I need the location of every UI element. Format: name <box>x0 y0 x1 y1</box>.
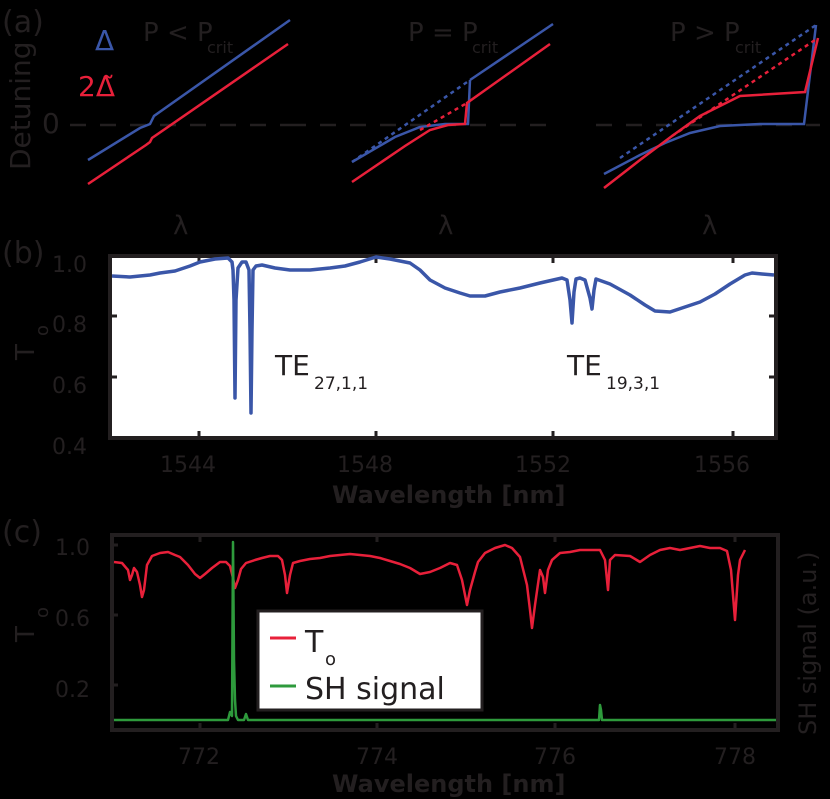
legend-c: T o SH signal <box>256 609 484 712</box>
two-delta-tilde-linear-dashed <box>671 36 819 138</box>
delta-curve <box>87 18 291 162</box>
panel-b-label: (b) <box>2 236 44 271</box>
two-delta-tilde-curve <box>351 42 551 184</box>
xtick-1556: 1556 <box>694 453 750 478</box>
sh-signal-curve <box>114 540 776 722</box>
annotation-te-19-3-1-main: TE <box>566 349 602 382</box>
two-delta-tilde-curve <box>87 42 289 186</box>
two-delta-tilde-linear-dashed <box>419 101 468 132</box>
ytick-1-0: 1.0 <box>55 536 90 561</box>
subplot-title-sub: crit <box>735 38 761 57</box>
annotation-te-27-1-1-sub: 27,1,1 <box>314 374 368 394</box>
xtick-772: 772 <box>178 745 220 770</box>
x-axis-lambda-label: λ <box>702 211 717 241</box>
annotation-te-27-1-1-main: TE <box>274 349 310 382</box>
axis-ticks-b <box>110 256 776 438</box>
panel-c-xlabel: Wavelength [nm] <box>332 770 565 798</box>
x-axis-lambda-label: λ <box>173 211 188 241</box>
panel-c-label: (c) <box>2 515 42 550</box>
panel-a-ylabel: Detuning <box>4 41 37 170</box>
panel-c-ylabel-right: SH signal (a.u.) <box>794 552 822 735</box>
annotation-te-19-3-1-sub: 19,3,1 <box>606 374 660 394</box>
subplot-below-critical: P < P crit λ <box>70 18 291 241</box>
legend-2delta-tilde-symbol: 2Δ̃ <box>78 70 115 103</box>
transmission-curve-b <box>111 255 775 415</box>
ytick-1-0: 1.0 <box>52 253 87 278</box>
xtick-1548: 1548 <box>337 453 393 478</box>
xtick-778: 778 <box>714 745 756 770</box>
subplot-at-critical: P = P crit λ <box>290 18 560 241</box>
transmission-curve-c <box>113 543 747 630</box>
panel-a-label: (a) <box>2 5 44 40</box>
panel-b: (b) T o 1.0 0.8 0.6 0.4 TE 27,1,1 TE 19,… <box>2 236 778 509</box>
x-axis-lambda-label: λ <box>438 211 453 241</box>
xtick-1544: 1544 <box>160 453 216 478</box>
xtick-774: 774 <box>356 745 398 770</box>
delta-linear-dashed <box>351 78 471 164</box>
legend-label-to-sub: o <box>325 649 336 670</box>
legend-label-sh: SH signal <box>305 672 445 707</box>
panel-b-xlabel: Wavelength [nm] <box>332 481 565 509</box>
delta-curve <box>603 24 818 176</box>
subplot-title-main: P = P <box>408 18 478 48</box>
ytick-0-6: 0.6 <box>52 374 87 399</box>
panel-c-ylabel: T <box>11 626 41 643</box>
xtick-776: 776 <box>534 745 576 770</box>
axis-ticks-c <box>112 535 737 730</box>
legend-box <box>256 609 484 712</box>
plot-area-b <box>108 254 778 440</box>
panel-b-ylabel-sub: o <box>32 325 53 336</box>
subplot-title-main: P > P <box>670 18 740 48</box>
subplot-title-sub: crit <box>207 38 233 57</box>
ytick-0-2: 0.2 <box>55 678 90 703</box>
panel-a: (a) Detuning 0 Δ 2Δ̃ P < P crit λ P = P … <box>2 5 820 241</box>
legend-label-to: T <box>304 625 324 660</box>
delta-curve <box>351 79 472 164</box>
zero-tick-label: 0 <box>42 107 60 140</box>
ytick-0-4: 0.4 <box>52 435 87 460</box>
ytick-0-8: 0.8 <box>52 313 87 338</box>
xtick-1552: 1552 <box>515 453 571 478</box>
subplot-above-critical: P > P crit λ <box>596 18 820 241</box>
panel-c-ylabel-sub: o <box>32 607 53 618</box>
legend-delta-symbol: Δ <box>95 24 114 57</box>
panel-b-ylabel: T <box>11 344 41 361</box>
subplot-title-main: P < P <box>143 18 213 48</box>
delta-curve-upper <box>469 22 554 82</box>
panel-c: (c) T o 1.0 0.6 0.2 T o SH signal <box>2 515 822 798</box>
subplot-title-sub: crit <box>472 38 498 57</box>
ytick-0-6: 0.6 <box>55 607 90 632</box>
